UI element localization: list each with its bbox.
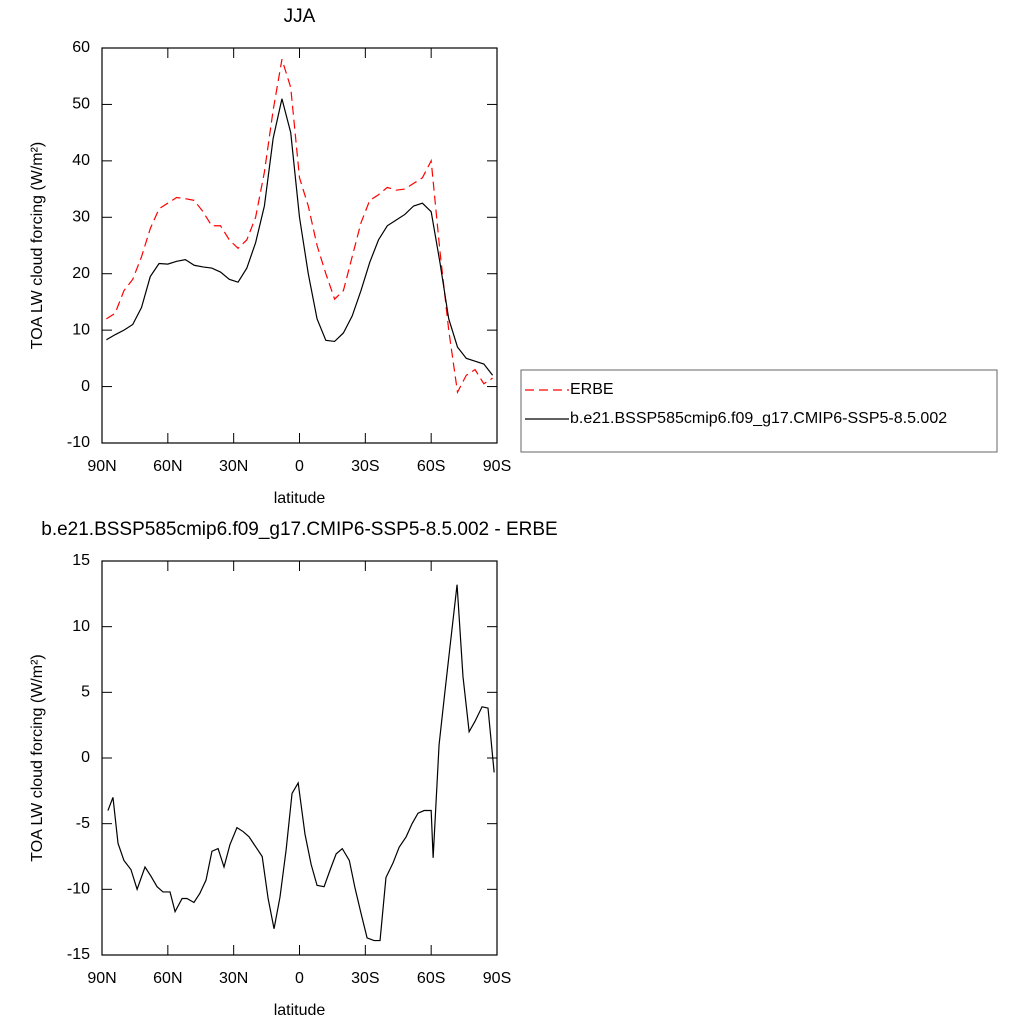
y-tick-label: 20 — [72, 265, 90, 282]
plot-frame — [101, 560, 498, 956]
x-axis-label: latitude — [274, 1002, 326, 1019]
y-tick-label: 0 — [81, 378, 90, 395]
x-tick-label: 60N — [153, 458, 182, 475]
y-tick-label: 60 — [72, 39, 90, 56]
y-tick-label: 40 — [72, 152, 90, 169]
x-tick-label: 0 — [295, 970, 304, 987]
y-tick-label: -15 — [67, 946, 90, 963]
y-tick-label: -10 — [67, 881, 90, 898]
data-line — [106, 98, 494, 376]
chart-title: JJA — [284, 6, 316, 27]
data-line — [106, 59, 493, 395]
y-tick-label: 5 — [81, 684, 90, 701]
x-axis-label: latitude — [274, 490, 326, 507]
y-tick-label: -10 — [67, 434, 90, 451]
x-tick-label: 90S — [483, 458, 511, 475]
x-tick-label: 60S — [417, 970, 445, 987]
x-tick-label: 60N — [153, 970, 182, 987]
y-tick-label: 10 — [72, 618, 90, 635]
x-tick-label: 30S — [351, 970, 379, 987]
x-tick-label: 30N — [219, 458, 248, 475]
x-tick-label: 30S — [351, 458, 379, 475]
y-tick-label: 10 — [72, 321, 90, 338]
y-tick-label: -5 — [76, 815, 90, 832]
legend-label: ERBE — [570, 381, 614, 398]
y-tick-label: 30 — [72, 209, 90, 226]
x-tick-label: 90N — [87, 970, 116, 987]
y-tick-label: 50 — [72, 96, 90, 113]
y-axis-label: TOA LW cloud forcing (W/m²) — [29, 654, 46, 861]
legend-box — [520, 369, 998, 453]
x-tick-label: 90N — [87, 458, 116, 475]
y-tick-label: 0 — [81, 749, 90, 766]
x-tick-label: 90S — [483, 970, 511, 987]
x-tick-label: 0 — [295, 458, 304, 475]
y-axis-label: TOA LW cloud forcing (W/m²) — [29, 142, 46, 349]
legend-label: b.e21.BSSP585cmip6.f09_g17.CMIP6-SSP5-8.… — [570, 410, 947, 427]
x-tick-label: 60S — [417, 458, 445, 475]
data-line — [107, 584, 495, 942]
plot-frame — [101, 47, 498, 444]
x-tick-label: 30N — [219, 970, 248, 987]
chart-title: b.e21.BSSP585cmip6.f09_g17.CMIP6-SSP5-8.… — [41, 519, 557, 540]
y-tick-label: 15 — [72, 552, 90, 569]
